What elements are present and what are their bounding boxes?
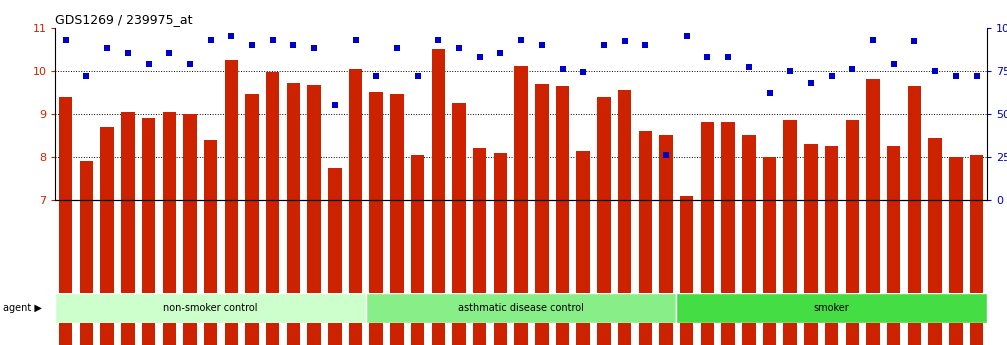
Point (265, 37, 281, 42)
Point (575, 70, 591, 75)
Bar (515, 66, 528, 345)
Point (57, 37, 74, 42)
Point (555, 66, 571, 72)
Bar (556, 86, 569, 345)
Bar (576, 150, 590, 345)
Point (865, 37, 881, 42)
Bar (390, 95, 404, 345)
Bar (805, 144, 818, 345)
Bar (80, 161, 94, 345)
Bar (949, 157, 963, 345)
Bar (970, 155, 983, 345)
Bar (411, 155, 424, 345)
Bar (225, 60, 238, 345)
Point (761, 90, 777, 96)
Bar (328, 168, 341, 345)
Point (969, 73, 985, 79)
Bar (287, 83, 300, 345)
Point (616, 39, 632, 44)
Bar (432, 49, 445, 345)
Point (161, 51, 177, 56)
Point (430, 37, 446, 42)
Bar (452, 103, 466, 345)
Point (700, 54, 716, 60)
Bar (266, 72, 280, 345)
Bar (121, 112, 135, 345)
Bar (618, 90, 631, 345)
Point (285, 42, 301, 48)
Point (927, 68, 944, 73)
Point (844, 66, 860, 72)
Point (306, 46, 322, 51)
Bar (721, 122, 735, 345)
Point (637, 42, 654, 48)
Point (492, 51, 509, 56)
Point (202, 37, 219, 42)
Bar (101, 127, 114, 345)
Point (658, 152, 674, 158)
Bar (370, 92, 383, 345)
Point (141, 61, 157, 67)
Bar (638, 131, 653, 345)
Point (182, 61, 198, 67)
Text: GDS1269 / 239975_at: GDS1269 / 239975_at (55, 13, 193, 27)
Point (410, 73, 426, 79)
Point (782, 68, 799, 73)
Point (534, 42, 550, 48)
Text: asthmatic disease control: asthmatic disease control (458, 303, 584, 313)
Bar (887, 146, 900, 345)
Point (79, 73, 95, 79)
Point (906, 39, 922, 44)
Point (120, 51, 136, 56)
Point (824, 73, 840, 79)
Bar (783, 120, 797, 345)
Text: non-smoker control: non-smoker control (163, 303, 258, 313)
Bar (142, 118, 155, 345)
Text: agent ▶: agent ▶ (3, 303, 41, 313)
Text: smoker: smoker (814, 303, 850, 313)
Bar (742, 135, 755, 345)
Point (369, 73, 385, 79)
Bar (183, 114, 196, 345)
Point (948, 73, 964, 79)
Bar (348, 69, 363, 345)
Bar (366, 293, 677, 323)
Point (720, 54, 736, 60)
Point (244, 42, 260, 48)
Bar (928, 138, 942, 345)
Bar (660, 135, 673, 345)
Point (679, 33, 695, 39)
Point (451, 46, 467, 51)
Bar (866, 79, 880, 345)
Bar (677, 293, 987, 323)
Point (741, 65, 757, 70)
Point (389, 46, 405, 51)
Bar (846, 120, 859, 345)
Bar (701, 122, 714, 345)
Bar (203, 140, 218, 345)
Bar (493, 152, 508, 345)
Bar (307, 85, 321, 345)
Point (347, 37, 364, 42)
Bar (680, 196, 694, 345)
Bar (55, 293, 366, 323)
Point (471, 54, 487, 60)
Bar (246, 95, 259, 345)
Point (224, 33, 240, 39)
Bar (907, 86, 921, 345)
Bar (762, 157, 776, 345)
Point (514, 37, 530, 42)
Bar (825, 146, 839, 345)
Bar (59, 97, 73, 345)
Point (886, 61, 902, 67)
Bar (162, 112, 176, 345)
Bar (473, 148, 486, 345)
Bar (535, 84, 549, 345)
Point (327, 102, 343, 108)
Point (99, 46, 115, 51)
Point (803, 80, 819, 86)
Point (596, 42, 612, 48)
Bar (597, 97, 610, 345)
